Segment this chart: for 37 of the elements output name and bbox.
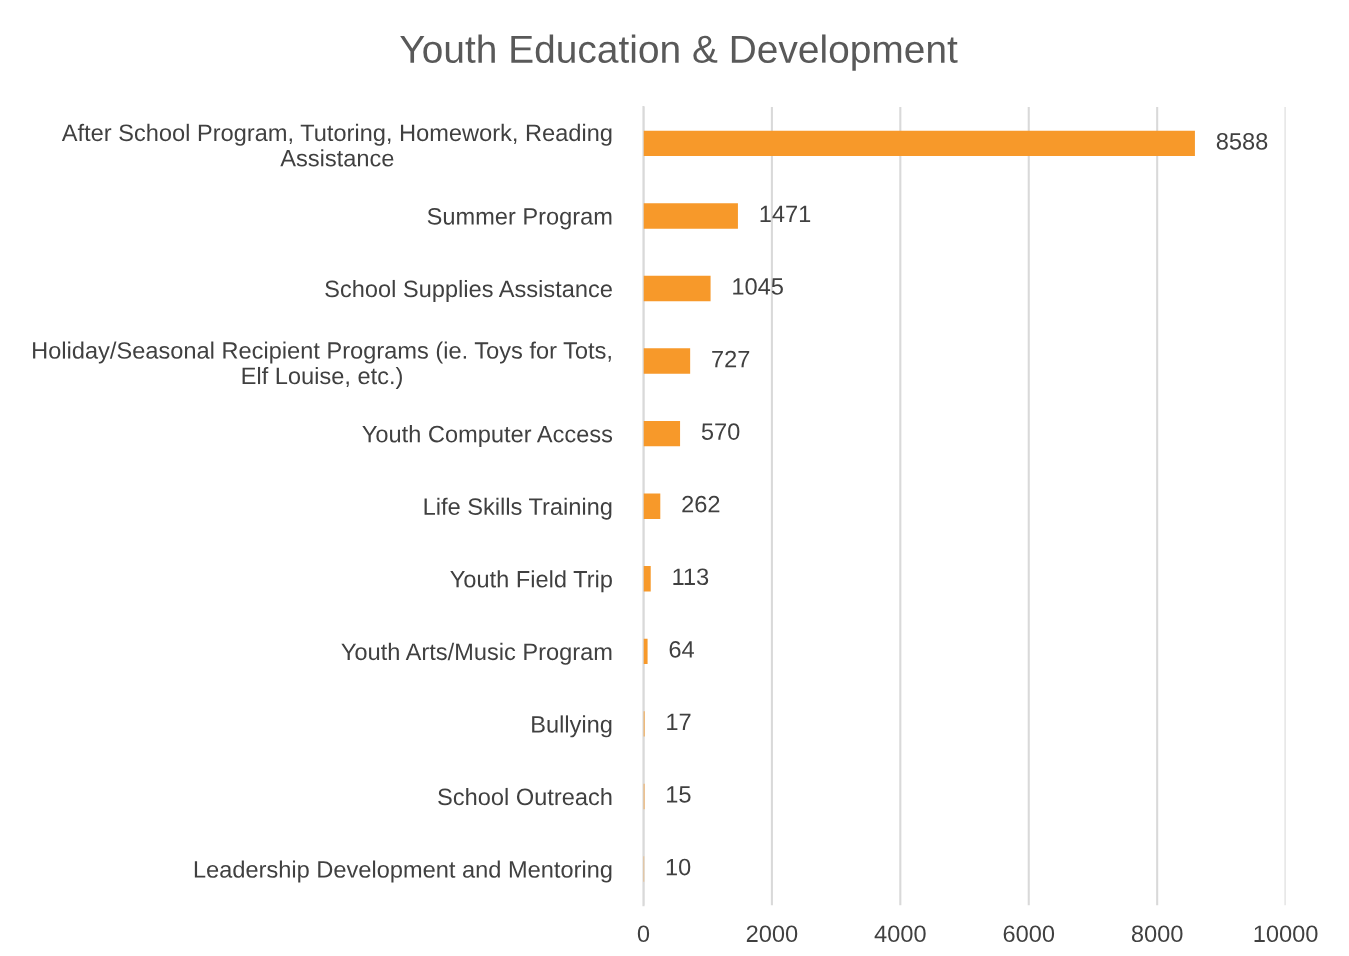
data-label: 64 — [669, 640, 694, 658]
x-tick-label: 0 — [637, 925, 650, 943]
x-tick-label: 8000 — [1131, 925, 1183, 943]
y-tick-label: Bullying — [532, 715, 612, 738]
data-label: 1045 — [733, 278, 783, 295]
bar — [643, 130, 1195, 157]
bar — [643, 638, 648, 665]
data-label: 113 — [673, 568, 709, 586]
data-label: 727 — [712, 350, 750, 368]
y-tick-label: School Supplies Assistance — [325, 279, 612, 302]
data-label: 1471 — [760, 205, 811, 223]
data-label: 10 — [666, 858, 691, 876]
bar — [643, 275, 711, 302]
y-tick-label: Summer Program — [427, 207, 612, 230]
y-tick-label: Leadership Development and Mentoring — [194, 860, 612, 883]
x-tick-label: 2000 — [746, 925, 798, 943]
y-tick-label: Youth Computer Access — [362, 425, 613, 448]
bar — [643, 348, 691, 374]
y-tick-label: Youth Arts/Music Program — [341, 642, 612, 665]
data-label: 8588 — [1216, 132, 1268, 150]
y-tick-label: After School Program, Tutoring, Homework, Reading Assistance — [61, 123, 612, 167]
y-tick-label: Life Skills Training — [424, 497, 612, 520]
x-tick-label: 10000 — [1254, 925, 1318, 943]
bar — [643, 420, 681, 447]
y-tick-label: Youth Field Trip — [450, 570, 612, 593]
bar — [643, 203, 738, 229]
bar — [643, 566, 651, 592]
y-tick-label: Holiday/Seasonal Recipient Programs (ie. Toys for Tots, Elf Louise, etc.) — [33, 341, 611, 389]
x-tick-label: 4000 — [874, 925, 926, 943]
chart-title: Youth Education & Development — [400, 34, 958, 71]
y-tick-label: School Outreach — [438, 787, 612, 806]
data-label: 17 — [667, 713, 691, 731]
data-label: 570 — [701, 423, 740, 440]
data-label: 262 — [682, 495, 720, 513]
data-label: 15 — [667, 786, 691, 803]
x-tick-label: 6000 — [1003, 925, 1055, 943]
bar — [643, 493, 661, 519]
